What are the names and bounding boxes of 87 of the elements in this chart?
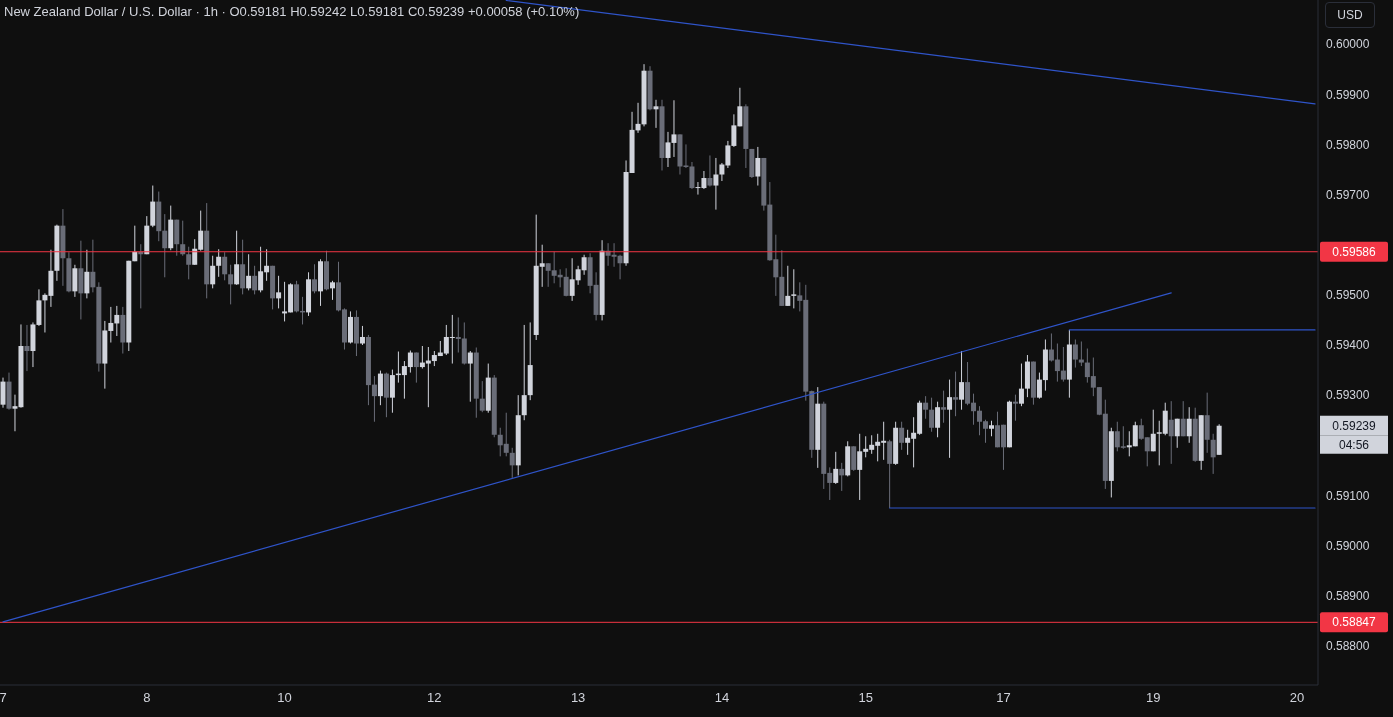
text: 04:56 (1338, 437, 1370, 452)
x-tick-label: 20 (1289, 690, 1305, 706)
candlestick (707, 154, 713, 188)
y-tick-label: 0.59000 (1326, 538, 1370, 553)
candlestick (467, 350, 473, 403)
x-tick-label: 13 (570, 690, 586, 706)
candlestick (1060, 346, 1066, 383)
candlestick (851, 445, 857, 472)
ref-line-label: 0.58847 (1332, 615, 1377, 630)
candlestick (186, 246, 192, 280)
candlestick (509, 447, 515, 479)
y-tick-label: 0.59100 (1326, 488, 1370, 503)
y-tick-label: 0.59900 (1326, 87, 1370, 102)
y-tick-label: 0.59800 (1326, 137, 1370, 152)
candlestick (1072, 338, 1078, 369)
ref-line-label: 0.59586 (1332, 244, 1377, 259)
x-tick-label: 14 (714, 690, 730, 706)
candlestick (935, 401, 941, 438)
candlestick (24, 324, 30, 372)
candlestick (330, 280, 335, 301)
candlestick (377, 370, 383, 406)
candlestick (929, 397, 935, 433)
candlestick (312, 263, 318, 294)
candlestick (228, 264, 234, 305)
candlestick (785, 265, 791, 307)
candlestick (713, 157, 719, 211)
y-tick-label: 0.58800 (1326, 639, 1370, 654)
candlestick (521, 324, 527, 421)
candlestick (276, 275, 282, 309)
candlestick (791, 268, 797, 309)
candlestick (1036, 372, 1042, 400)
candlestick (1186, 406, 1192, 444)
candlestick (839, 462, 845, 492)
candlestick (72, 264, 78, 298)
chart-title: New Zealand Dollar / U.S. Dollar · 1h · O0.59181 H0.59242 L0.59181 C0.59239 +0.00058 (+0.10%) (4, 4, 580, 19)
candlestick (953, 371, 959, 417)
candlestick (1078, 341, 1084, 367)
candlestick (959, 350, 965, 411)
candlestick (413, 352, 419, 384)
x-tick-label: 15 (858, 690, 873, 706)
y-tick-label: 0.60000 (1326, 37, 1370, 52)
candlestick (132, 225, 138, 262)
candlestick (1150, 409, 1156, 452)
candlestick (1018, 363, 1024, 407)
candlestick (216, 248, 222, 278)
candlestick (359, 325, 365, 346)
candlestick (635, 102, 641, 134)
x-tick-label: 10 (277, 690, 292, 706)
candlestick (887, 439, 893, 509)
candlestick (755, 146, 761, 187)
y-tick-label: 0.59400 (1326, 338, 1370, 353)
y-tick-label: 0.58900 (1326, 589, 1370, 603)
candlestick (653, 99, 659, 129)
x-tick-label: 12 (427, 690, 442, 706)
candlestick (899, 421, 905, 451)
candlestick (833, 451, 839, 485)
candlestick (371, 375, 377, 423)
x-tick-label: 7 (0, 690, 7, 706)
candlestick (90, 239, 96, 293)
candlestick (246, 253, 252, 291)
y-tick-label: 0.59700 (1326, 187, 1370, 202)
y-tick-label: 0.59500 (1326, 288, 1370, 303)
candlestick (210, 255, 216, 289)
y-axis-title: USD (1325, 2, 1375, 28)
candlestick (923, 395, 929, 420)
text: 0.59239 (1332, 418, 1377, 433)
candlestick (941, 390, 947, 424)
candlestick (1174, 418, 1180, 449)
candlestick (252, 265, 258, 295)
candlestick (0, 377, 6, 409)
candlestick (947, 379, 953, 459)
candlestick (222, 251, 228, 281)
x-tick-label: 8 (143, 690, 151, 706)
candlestick (1168, 400, 1174, 465)
candlestick (162, 213, 168, 278)
candlestick (234, 230, 240, 286)
candlestick (1210, 433, 1216, 475)
candlestick (84, 249, 90, 299)
candlestick (479, 380, 485, 413)
x-tick-label: 17 (996, 690, 1011, 706)
candlestick (1012, 394, 1018, 422)
candlestick (1180, 400, 1186, 437)
y-tick-label: 0.59300 (1326, 388, 1370, 403)
candlestick (114, 305, 120, 337)
candlestick (563, 267, 569, 297)
candlestick (389, 369, 395, 414)
x-tick-label: 19 (1146, 690, 1161, 706)
